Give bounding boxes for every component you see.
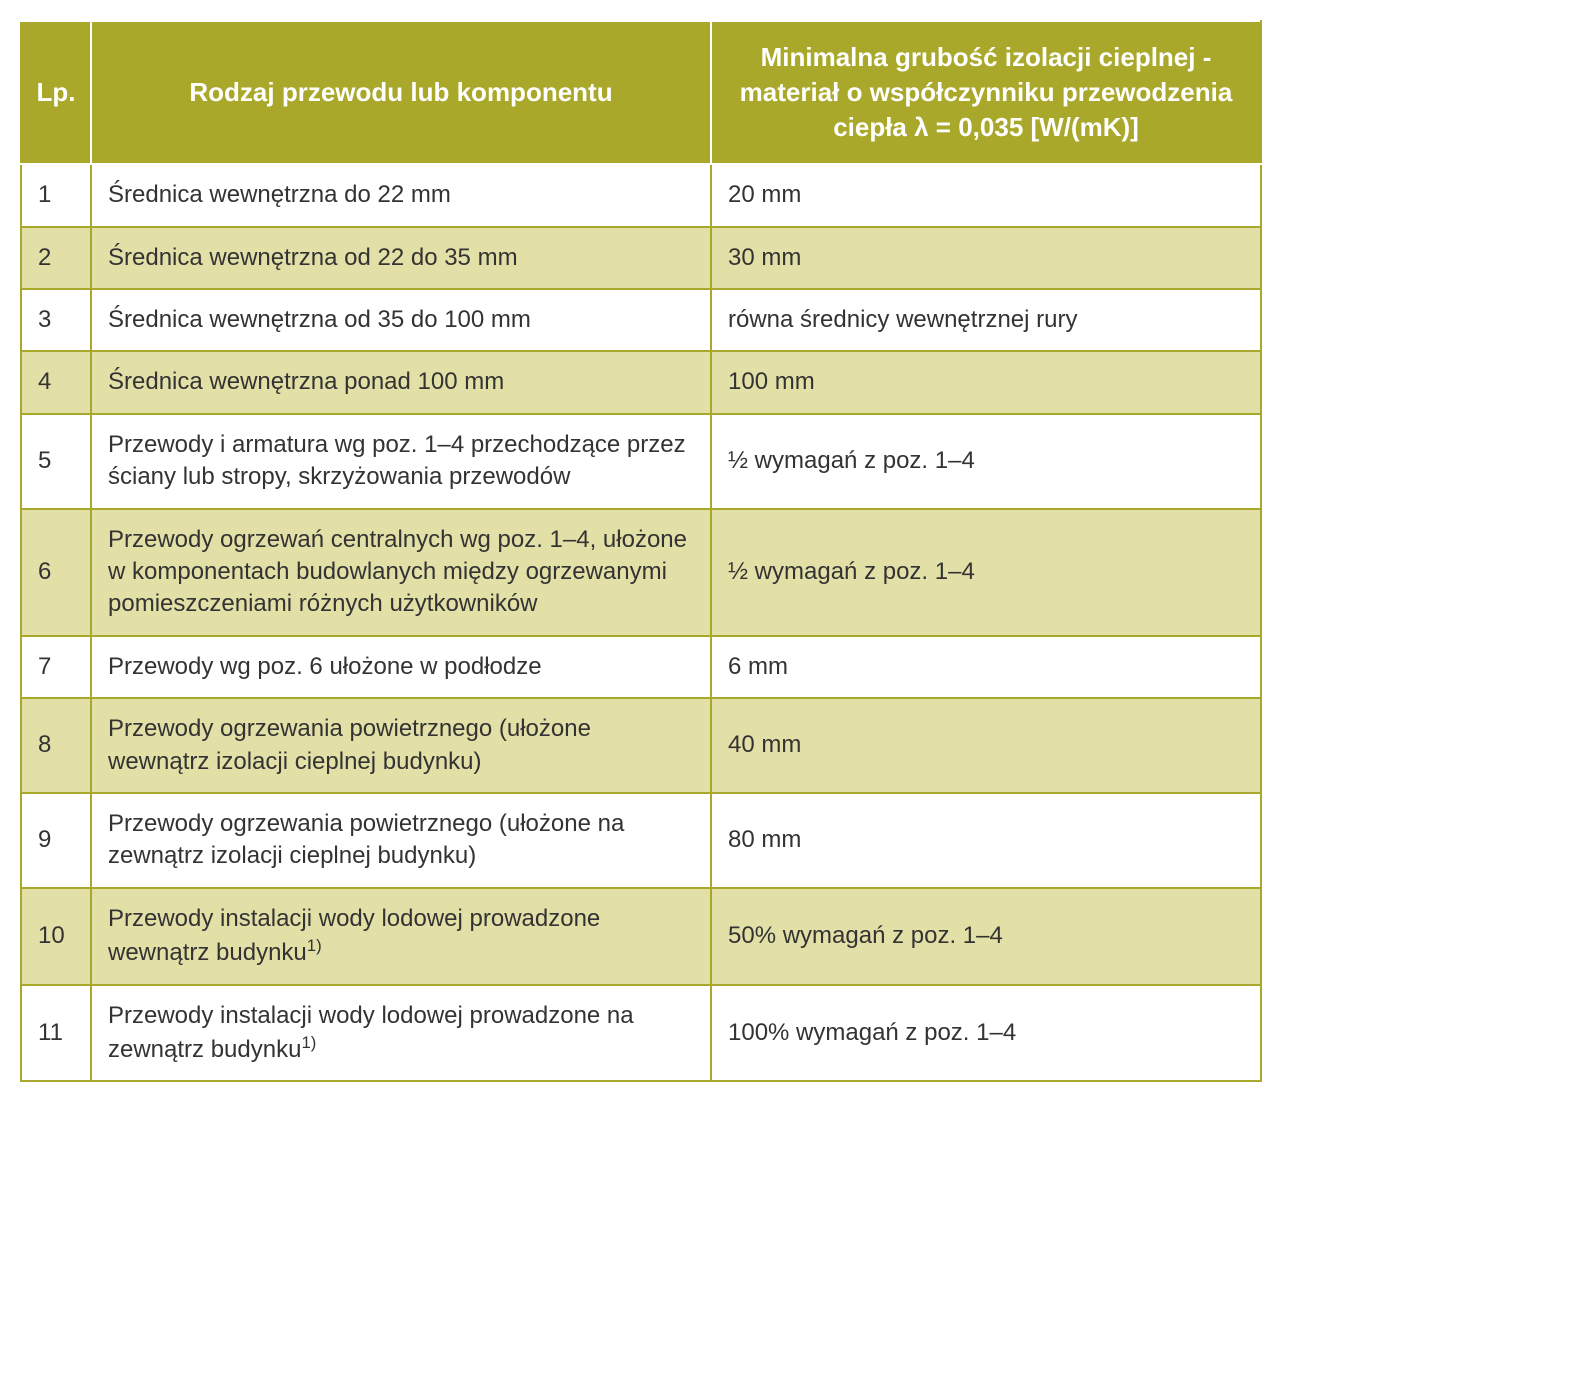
table-row: 3Średnica wewnętrzna od 35 do 100 mmrówn…	[21, 289, 1261, 351]
cell-value: 100% wymagań z poz. 1–4	[711, 985, 1261, 1082]
cell-description: Średnica wewnętrzna ponad 100 mm	[91, 351, 711, 413]
cell-description: Średnica wewnętrzna od 22 do 35 mm	[91, 227, 711, 289]
cell-value: ½ wymagań z poz. 1–4	[711, 509, 1261, 636]
col-header-type: Rodzaj przewodu lub komponentu	[91, 21, 711, 164]
cell-lp: 2	[21, 227, 91, 289]
col-header-thickness: Minimalna grubość izolacji cieplnej - ma…	[711, 21, 1261, 164]
cell-value: 6 mm	[711, 636, 1261, 698]
cell-description: Średnica wewnętrzna do 22 mm	[91, 164, 711, 226]
cell-description: Przewody i armatura wg poz. 1–4 przechod…	[91, 414, 711, 509]
cell-description: Przewody ogrzewań centralnych wg poz. 1–…	[91, 509, 711, 636]
table-row: 7Przewody wg poz. 6 ułożone w podłodze6 …	[21, 636, 1261, 698]
cell-value: 80 mm	[711, 793, 1261, 888]
table-row: 6Przewody ogrzewań centralnych wg poz. 1…	[21, 509, 1261, 636]
cell-description: Przewody instalacji wody lodowej prowadz…	[91, 985, 711, 1082]
cell-value: 40 mm	[711, 698, 1261, 793]
cell-value: równa średnicy wewnętrznej rury	[711, 289, 1261, 351]
cell-value: 30 mm	[711, 227, 1261, 289]
cell-lp: 4	[21, 351, 91, 413]
cell-value: ½ wymagań z poz. 1–4	[711, 414, 1261, 509]
table-row: 11Przewody instalacji wody lodowej prowa…	[21, 985, 1261, 1082]
table-row: 1Średnica wewnętrzna do 22 mm20 mm	[21, 164, 1261, 226]
cell-lp: 9	[21, 793, 91, 888]
table-row: 5Przewody i armatura wg poz. 1–4 przecho…	[21, 414, 1261, 509]
footnote-marker: 1)	[307, 936, 322, 955]
table-row: 8Przewody ogrzewania powietrznego (ułożo…	[21, 698, 1261, 793]
cell-lp: 11	[21, 985, 91, 1082]
cell-lp: 1	[21, 164, 91, 226]
cell-lp: 10	[21, 888, 91, 985]
cell-lp: 3	[21, 289, 91, 351]
cell-description: Przewody wg poz. 6 ułożone w podłodze	[91, 636, 711, 698]
cell-description: Średnica wewnętrzna od 35 do 100 mm	[91, 289, 711, 351]
cell-value: 100 mm	[711, 351, 1261, 413]
table-row: 2Średnica wewnętrzna od 22 do 35 mm30 mm	[21, 227, 1261, 289]
cell-lp: 7	[21, 636, 91, 698]
cell-description: Przewody ogrzewania powietrznego (ułożon…	[91, 698, 711, 793]
table-row: 10Przewody instalacji wody lodowej prowa…	[21, 888, 1261, 985]
cell-value: 20 mm	[711, 164, 1261, 226]
cell-description: Przewody ogrzewania powietrznego (ułożon…	[91, 793, 711, 888]
table-row: 9Przewody ogrzewania powietrznego (ułożo…	[21, 793, 1261, 888]
table-body: 1Średnica wewnętrzna do 22 mm20 mm2Średn…	[21, 164, 1261, 1081]
cell-lp: 6	[21, 509, 91, 636]
footnote-marker: 1)	[301, 1033, 316, 1052]
cell-description: Przewody instalacji wody lodowej prowadz…	[91, 888, 711, 985]
table-header-row: Lp. Rodzaj przewodu lub komponentu Minim…	[21, 21, 1261, 164]
table-row: 4Średnica wewnętrzna ponad 100 mm100 mm	[21, 351, 1261, 413]
cell-lp: 5	[21, 414, 91, 509]
cell-lp: 8	[21, 698, 91, 793]
col-header-lp: Lp.	[21, 21, 91, 164]
cell-value: 50% wymagań z poz. 1–4	[711, 888, 1261, 985]
insulation-thickness-table: Lp. Rodzaj przewodu lub komponentu Minim…	[20, 20, 1262, 1082]
